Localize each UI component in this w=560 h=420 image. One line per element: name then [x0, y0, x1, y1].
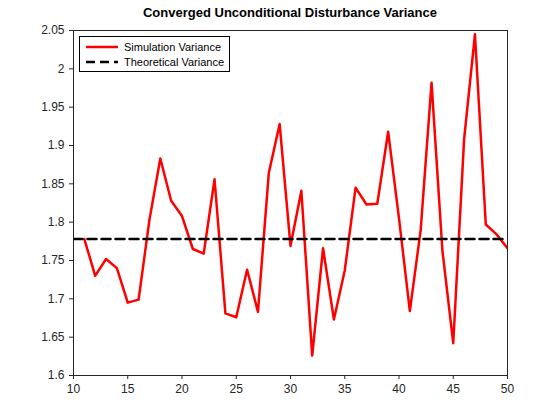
svg-text:50: 50: [501, 382, 515, 396]
html-text:Converged Unconditional Distur: Converged Unconditional Disturbance Vari…: [143, 5, 437, 20]
svg-text:15: 15: [121, 382, 135, 396]
svg-text:25: 25: [230, 382, 244, 396]
svg-text:1.6: 1.6: [48, 368, 65, 382]
svg-text:1.65: 1.65: [41, 330, 65, 344]
svg-text:40: 40: [392, 382, 406, 396]
svg-text:35: 35: [338, 382, 352, 396]
svg-text:2: 2: [58, 62, 65, 76]
svg-text:1.95: 1.95: [41, 100, 65, 114]
svg-text:1.8: 1.8: [48, 215, 65, 229]
svg-text:30: 30: [284, 382, 298, 396]
svg-text:1.75: 1.75: [41, 253, 65, 267]
svg-text:1.7: 1.7: [48, 292, 65, 306]
svg-text:1.85: 1.85: [41, 177, 65, 191]
svg-text:1.9: 1.9: [48, 138, 65, 152]
svg-text:20: 20: [175, 382, 189, 396]
svg-text:10: 10: [67, 382, 81, 396]
html-text:Theoretical Variance: Theoretical Variance: [124, 55, 225, 68]
svg-text:2.05: 2.05: [41, 23, 65, 37]
html-text:Simulation Variance: Simulation Variance: [124, 40, 221, 53]
svg-text:45: 45: [447, 382, 461, 396]
